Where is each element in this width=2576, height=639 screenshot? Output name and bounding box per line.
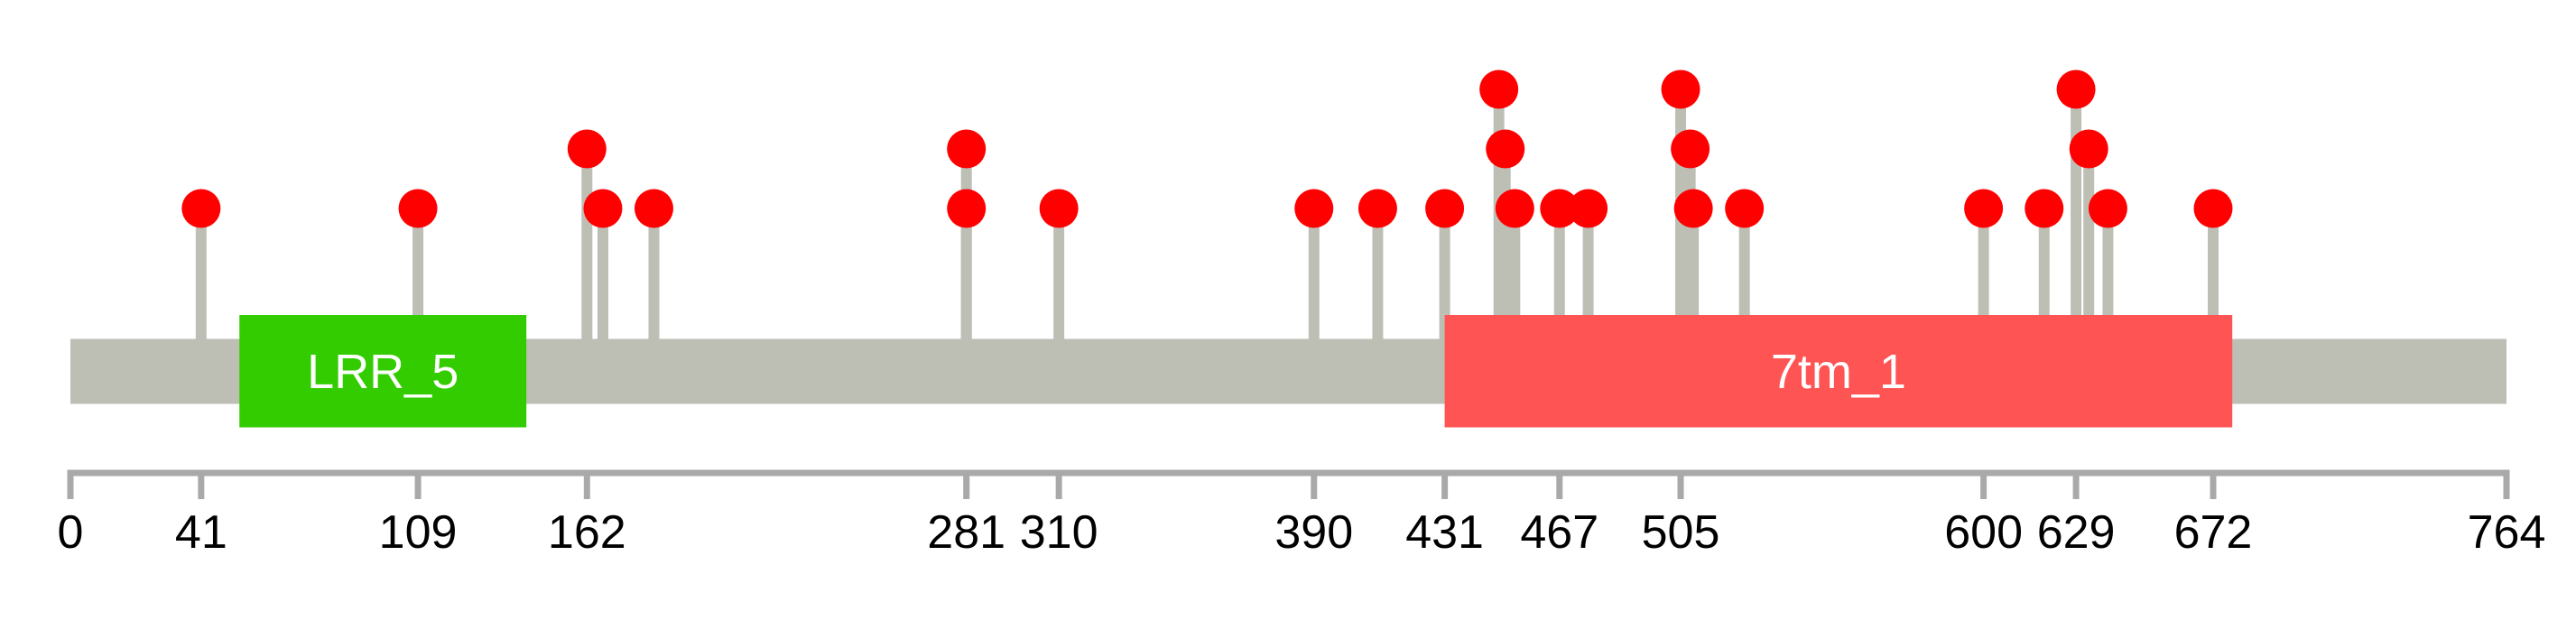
mutation-lollipop-head	[1673, 189, 1713, 228]
axis-tick-label: 467	[1520, 506, 1598, 559]
axis-tick-label: 600	[1944, 506, 2023, 559]
mutation-lollipop-head	[947, 189, 987, 228]
mutation-lollipop-head	[2025, 189, 2064, 228]
axis-tick-label: 310	[1020, 506, 1098, 559]
axis-tick-label: 281	[927, 506, 1005, 559]
axis-tick-label: 41	[175, 506, 227, 559]
axis-tick-label: 109	[379, 506, 458, 559]
mutation-lollipop-head	[2088, 189, 2127, 228]
mutation-lollipop-head	[398, 189, 438, 228]
mutation-lollipop-head	[1294, 189, 1334, 228]
domain-label: 7tm_1	[1771, 345, 1906, 399]
mutation-lollipop-head	[1039, 189, 1079, 228]
mutation-lollipop-head	[947, 129, 987, 169]
mutation-lollipop-head	[1357, 189, 1397, 228]
x-axis: 0 41 109 162 281 310 390 431 467 505 600 629 672 764	[58, 469, 2546, 559]
lollipop-stem	[1053, 208, 1065, 357]
domain-layer: LRR_5 7tm_1	[239, 315, 2233, 428]
mutation-lollipop-head	[1479, 69, 1519, 109]
lollipop-stem	[195, 208, 207, 357]
mutation-lollipop-head	[1964, 189, 2004, 228]
mutation-lollipop-head	[1725, 189, 1765, 228]
mutation-lollipop-head	[1671, 129, 1710, 169]
lollipop-stem	[1372, 208, 1384, 357]
mutation-lollipop-head	[2056, 69, 2096, 109]
lollipop-stem	[597, 208, 608, 357]
mutation-lollipop-head	[1540, 189, 1580, 228]
lollipop-stem	[1308, 208, 1320, 357]
axis-tick-label: 629	[2037, 506, 2116, 559]
domain-box	[239, 315, 527, 428]
axis-tick-label: 672	[2174, 506, 2253, 559]
lollipop-stem	[648, 208, 660, 357]
mutation-lollipop-head	[2069, 129, 2108, 169]
mutation-lollipop-head	[583, 189, 623, 228]
axis-tick-label: 0	[58, 506, 84, 559]
mutation-layer	[181, 69, 2233, 228]
axis-tick-label: 390	[1274, 506, 1353, 559]
mutation-lollipop-head	[1495, 189, 1534, 228]
domain-box	[1444, 315, 2233, 428]
mutation-lollipop-head	[1486, 129, 1525, 169]
axis-tick-label: 505	[1642, 506, 1720, 559]
lollipop-stem	[960, 208, 972, 357]
mutation-lollipop-head	[2193, 189, 2233, 228]
axis-tick-label: 162	[548, 506, 626, 559]
mutation-lollipop-head	[1569, 189, 1608, 228]
mutation-lollipop-head	[567, 129, 607, 169]
axis-tick-label: 431	[1405, 506, 1484, 559]
axis-tick-label: 764	[2468, 506, 2546, 559]
domain-label: LRR_5	[307, 345, 459, 399]
lollipop-stem	[581, 149, 593, 357]
mutation-lollipop-head	[1661, 69, 1700, 109]
mutation-lollipop-head	[634, 189, 673, 228]
mutation-lollipop-head	[181, 189, 221, 228]
mutation-lollipop-head	[1425, 189, 1465, 228]
